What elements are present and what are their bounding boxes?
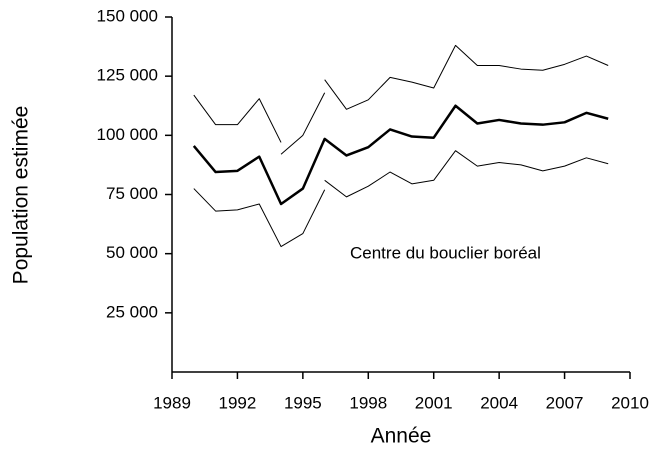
x-tick-label: 2004 bbox=[480, 393, 518, 412]
series-line bbox=[192, 104, 609, 206]
y-tick-label: 125 000 bbox=[97, 66, 158, 85]
x-tick-label: 1995 bbox=[284, 393, 322, 412]
y-tick-label: 75 000 bbox=[106, 184, 158, 203]
x-tick-label: 2001 bbox=[415, 393, 453, 412]
x-axis-label: Année bbox=[371, 425, 432, 448]
series-line bbox=[324, 44, 609, 110]
y-axis-label: Population estimée bbox=[10, 106, 33, 285]
y-tick-label: 150 000 bbox=[97, 6, 158, 25]
y-tick-label: 100 000 bbox=[97, 125, 158, 144]
x-tick-label: 1992 bbox=[219, 393, 257, 412]
x-tick-label: 1989 bbox=[153, 393, 191, 412]
series-line bbox=[193, 94, 282, 143]
series-line bbox=[193, 188, 326, 248]
y-tick-label: 50 000 bbox=[106, 243, 158, 262]
series-line bbox=[324, 150, 609, 198]
x-tick-label: 2010 bbox=[611, 393, 649, 412]
x-tick-label: 1998 bbox=[349, 393, 387, 412]
x-tick-label: 2007 bbox=[546, 393, 584, 412]
annotation: Centre du bouclier boréal bbox=[350, 243, 541, 262]
y-tick-label: 25 000 bbox=[106, 302, 158, 321]
series-line bbox=[280, 92, 326, 155]
